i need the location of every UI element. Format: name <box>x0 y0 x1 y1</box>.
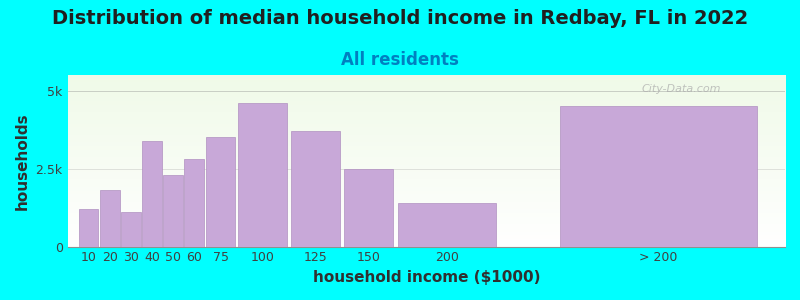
Bar <box>121 212 141 247</box>
Y-axis label: households: households <box>15 112 30 210</box>
Bar <box>560 106 757 247</box>
Bar <box>238 103 287 247</box>
Bar <box>100 190 119 247</box>
Bar <box>344 169 393 247</box>
Text: Distribution of median household income in Redbay, FL in 2022: Distribution of median household income … <box>52 9 748 28</box>
Bar <box>206 137 235 247</box>
X-axis label: household income ($1000): household income ($1000) <box>313 270 540 285</box>
Text: All residents: All residents <box>341 51 459 69</box>
Bar <box>79 209 98 247</box>
Bar <box>184 159 204 247</box>
Bar <box>163 175 183 247</box>
Bar <box>398 203 497 247</box>
Text: City-Data.com: City-Data.com <box>642 84 721 94</box>
Bar <box>142 140 162 247</box>
Bar <box>291 131 340 247</box>
